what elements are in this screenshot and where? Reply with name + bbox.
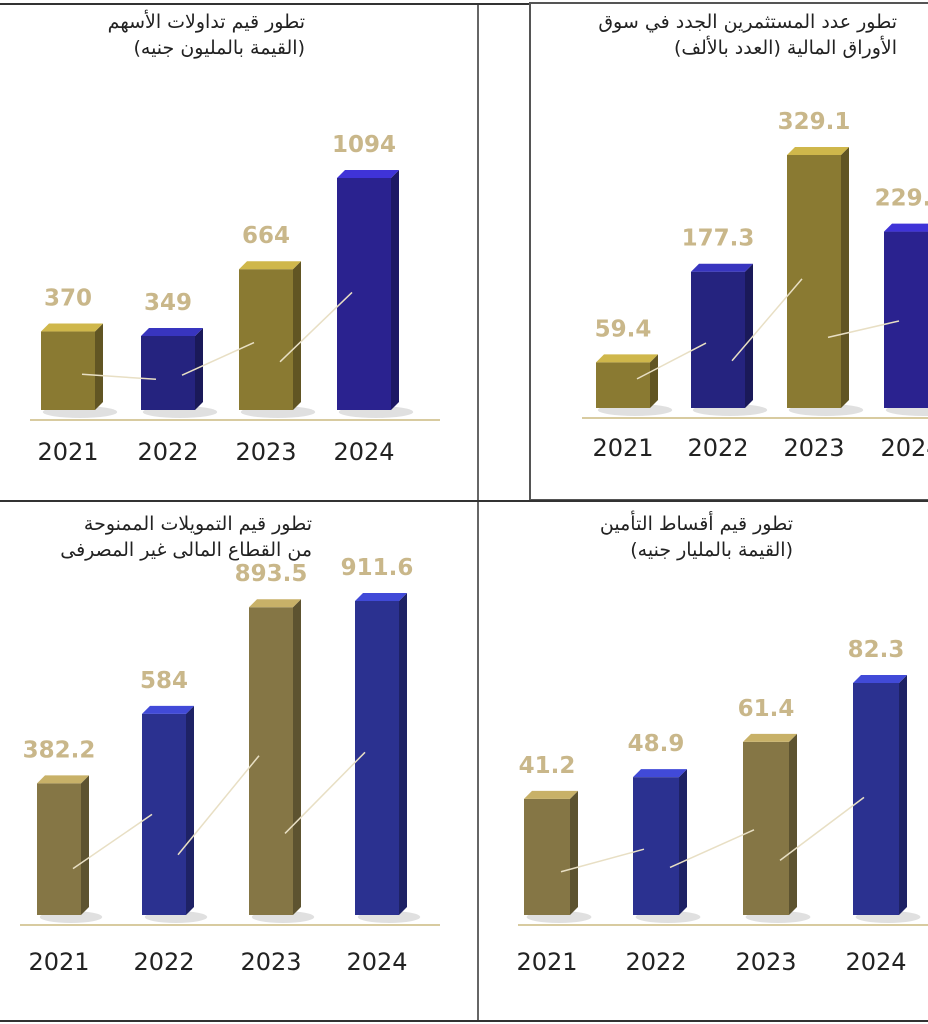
bar-side <box>293 261 301 410</box>
bar-side <box>679 769 687 915</box>
bar-top <box>249 599 301 608</box>
trend-arrow <box>72 813 153 870</box>
bar <box>355 601 399 915</box>
chart-subtitle: من القطاع المالى غير المصرفى <box>60 539 312 561</box>
chart-title: تطور عدد المستثمرين الجدد في سوق <box>598 11 897 33</box>
x-tick-label: 2022 <box>625 948 686 976</box>
bar-side <box>841 147 849 408</box>
value-label: 584 <box>140 668 188 694</box>
bar-top <box>691 263 753 272</box>
trend-arrow <box>731 278 803 362</box>
value-label: 48.9 <box>628 731 685 757</box>
bar-top <box>633 769 687 778</box>
bar-side <box>95 323 103 410</box>
value-label: 41.2 <box>519 753 576 779</box>
bar-side <box>186 705 194 915</box>
bar-top <box>41 323 103 332</box>
value-label: 370 <box>44 286 92 312</box>
bar-top <box>884 223 928 232</box>
trend-arrow <box>669 829 755 869</box>
value-label: 911.6 <box>341 555 414 581</box>
bar-side <box>399 593 407 915</box>
bar-top <box>337 170 399 178</box>
bar <box>633 777 679 915</box>
x-tick-label: 2023 <box>240 948 301 976</box>
trend-arrow <box>560 848 645 873</box>
value-label: 177.3 <box>682 226 755 252</box>
bar <box>743 741 789 915</box>
trend-arrow <box>284 751 366 834</box>
x-tick-label: 2023 <box>235 438 296 466</box>
bar-side <box>899 675 907 915</box>
bar-top <box>141 327 203 336</box>
value-label: 229.5 <box>875 186 928 212</box>
chart-title: تطور قيم أقساط التأمين <box>600 510 793 535</box>
trend-arrow <box>636 342 707 380</box>
x-tick-label: 2021 <box>516 948 577 976</box>
bar <box>884 231 928 408</box>
x-tick-label: 2024 <box>346 948 407 976</box>
value-label: 82.3 <box>848 637 905 663</box>
bar-side <box>789 733 797 915</box>
bar-side <box>293 599 301 915</box>
x-tick-label: 2022 <box>137 438 198 466</box>
x-tick-label: 2024 <box>333 438 394 466</box>
x-tick-label: 2022 <box>133 948 194 976</box>
value-label: 59.4 <box>595 316 652 342</box>
bar-top <box>524 790 578 799</box>
bar <box>524 798 570 915</box>
bar <box>787 155 841 408</box>
trend-arrow <box>279 291 353 363</box>
chart-title: تطور قيم تداولات الأسهم <box>108 10 305 33</box>
trend-arrow <box>181 341 255 376</box>
chart-subtitle: (القيمة بالمليون جنيه) <box>133 37 305 59</box>
value-label: 61.4 <box>738 696 795 722</box>
value-label: 1094 <box>332 132 396 158</box>
x-tick-label: 2022 <box>687 434 748 462</box>
bar-top <box>355 593 407 601</box>
value-label: 664 <box>242 223 290 249</box>
bar-side <box>195 327 203 410</box>
value-label: 329.1 <box>778 109 851 135</box>
x-tick-label: 2024 <box>880 434 928 462</box>
bar <box>41 331 95 410</box>
x-tick-label: 2023 <box>783 434 844 462</box>
bar <box>337 178 391 410</box>
bar <box>37 783 81 915</box>
x-tick-label: 2024 <box>845 948 906 976</box>
bar <box>853 683 899 915</box>
bar-top <box>853 675 907 683</box>
value-label: 349 <box>144 290 192 316</box>
bar-side <box>650 354 658 408</box>
bar <box>142 713 186 915</box>
bar-top <box>142 705 194 714</box>
value-label: 382.2 <box>23 737 96 763</box>
x-tick-label: 2021 <box>37 438 98 466</box>
x-tick-label: 2023 <box>735 948 796 976</box>
trend-arrow <box>779 796 865 861</box>
trend-arrow <box>177 755 260 856</box>
chart-subtitle: الأوراق المالية (العدد بالألف) <box>674 36 897 59</box>
bar-top <box>37 775 89 784</box>
x-tick-label: 2021 <box>28 948 89 976</box>
chart-title: تطور قيم التمويلات الممنوحة <box>84 513 312 535</box>
bar <box>239 269 293 410</box>
bar <box>249 607 293 915</box>
bar <box>691 271 745 408</box>
bar-top <box>743 733 797 742</box>
bar-top <box>239 261 301 270</box>
bar <box>596 362 650 408</box>
trend-arrow <box>827 320 900 339</box>
chart-subtitle: (القيمة بالمليار جنيه) <box>630 539 793 561</box>
value-label: 893.5 <box>235 561 308 587</box>
x-tick-label: 2021 <box>592 434 653 462</box>
bar-top <box>787 147 849 155</box>
bar-side <box>81 775 89 915</box>
bar-top <box>596 354 658 363</box>
trend-arrow <box>81 373 157 381</box>
bar-side <box>570 790 578 915</box>
bar-side <box>391 170 399 410</box>
bar-side <box>745 263 753 408</box>
